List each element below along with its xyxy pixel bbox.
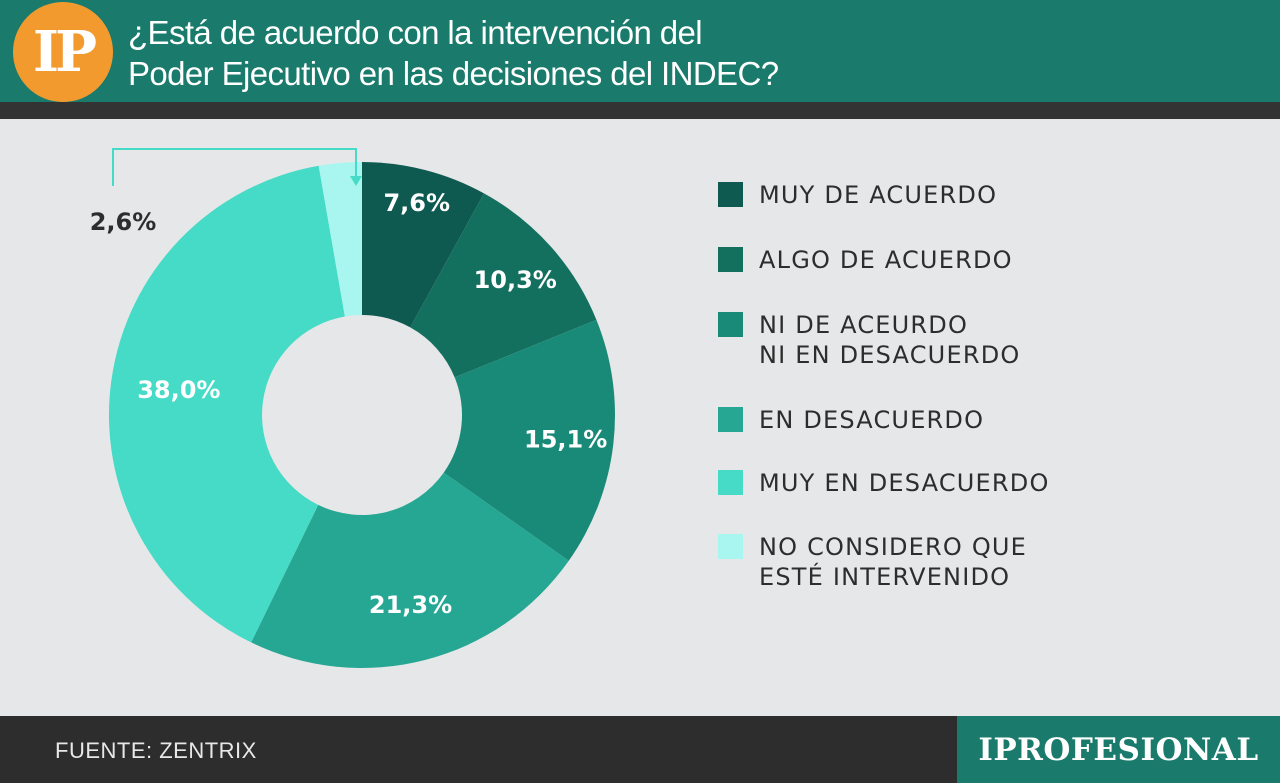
header-bar [0, 0, 1280, 102]
slice-label: 21,3% [369, 591, 452, 619]
logo: IP [13, 2, 113, 102]
legend-swatch [718, 247, 743, 272]
legend-label: EN DESACUERDO [759, 406, 985, 434]
legend-swatch [718, 534, 743, 559]
legend-swatch [718, 470, 743, 495]
legend-label: NI DE ACEURDO NI EN DESACUERDO [759, 311, 1021, 369]
legend-item: EN DESACUERDO [718, 405, 984, 435]
donut-slice [251, 472, 569, 669]
donut-slice [109, 165, 345, 643]
legend-item: NO CONSIDERO QUE ESTÉ INTERVENIDO [718, 532, 1027, 592]
brand-box: IPROFESIONAL [957, 716, 1280, 783]
slice-label: 38,0% [137, 376, 220, 404]
title-line-2: Poder Ejecutivo en las decisiones del IN… [128, 55, 779, 92]
legend-item: MUY EN DESACUERDO [718, 468, 1050, 498]
slice-label: 15,1% [524, 425, 607, 453]
legend-item: NI DE ACEURDO NI EN DESACUERDO [718, 310, 1020, 370]
slice-label: 7,6% [383, 189, 450, 217]
callout-line [112, 148, 357, 186]
donut-slice [410, 193, 597, 378]
donut-slice [318, 162, 362, 317]
legend-label: MUY DE ACUERDO [759, 181, 998, 209]
callout-arrow-icon [350, 176, 362, 186]
brand-logo: IPROFESIONAL [978, 731, 1259, 768]
donut-slice [443, 319, 615, 561]
legend-label: NO CONSIDERO QUE ESTÉ INTERVENIDO [759, 533, 1028, 591]
chart-title: ¿Está de acuerdo con la intervención del… [128, 12, 1028, 94]
legend-swatch [718, 182, 743, 207]
header-divider [0, 102, 1280, 119]
slice-label: 2,6% [90, 208, 157, 236]
legend-label: ALGO DE ACUERDO [759, 246, 1013, 274]
legend-item: ALGO DE ACUERDO [718, 245, 1013, 275]
title-line-1: ¿Está de acuerdo con la intervención del [128, 14, 703, 51]
legend-swatch [718, 312, 743, 337]
legend-item: MUY DE ACUERDO [718, 180, 997, 210]
donut-chart: 7,6% 10,3% 15,1% 21,3% 38,0% 2,6% [90, 148, 615, 669]
slice-label: 10,3% [474, 266, 557, 294]
legend-label: MUY EN DESACUERDO [759, 469, 1050, 497]
legend-swatch [718, 407, 743, 432]
source-note: FUENTE: ZENTRIX [55, 738, 257, 763]
donut-slice [362, 162, 485, 328]
